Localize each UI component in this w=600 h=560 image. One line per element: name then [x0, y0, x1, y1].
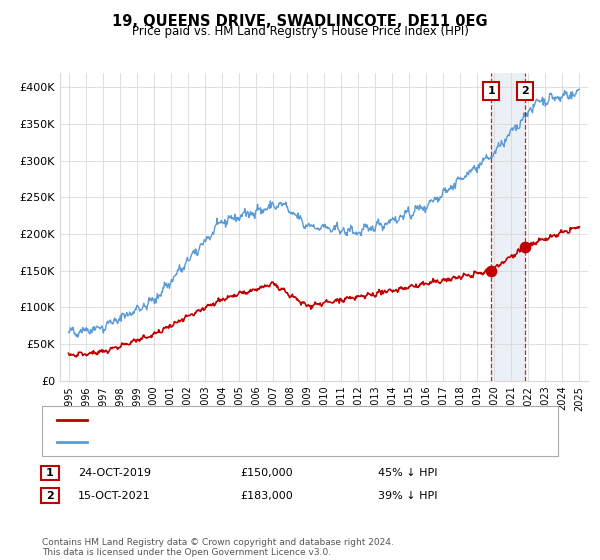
Bar	[491, 73, 525, 381]
Text: 19, QUEENS DRIVE, SWADLINCOTE, DE11 0EG (detached house): 19, QUEENS DRIVE, SWADLINCOTE, DE11 0EG …	[93, 415, 427, 425]
Text: 15-OCT-2021: 15-OCT-2021	[78, 491, 151, 501]
Text: HPI: Average price, detached house, South Derbyshire: HPI: Average price, detached house, Sout…	[93, 437, 377, 447]
Text: 1: 1	[487, 86, 495, 96]
Text: 2: 2	[521, 86, 529, 96]
Point	[487, 267, 496, 276]
Text: 39% ↓ HPI: 39% ↓ HPI	[378, 491, 437, 501]
Text: £150,000: £150,000	[240, 468, 293, 478]
Text: £183,000: £183,000	[240, 491, 293, 501]
Text: Contains HM Land Registry data © Crown copyright and database right 2024.
This d: Contains HM Land Registry data © Crown c…	[42, 538, 394, 557]
Text: 19, QUEENS DRIVE, SWADLINCOTE, DE11 0EG: 19, QUEENS DRIVE, SWADLINCOTE, DE11 0EG	[112, 14, 488, 29]
Point	[520, 242, 530, 251]
Text: 2: 2	[46, 491, 53, 501]
Text: Price paid vs. HM Land Registry's House Price Index (HPI): Price paid vs. HM Land Registry's House …	[131, 25, 469, 38]
Text: 45% ↓ HPI: 45% ↓ HPI	[378, 468, 437, 478]
Text: 1: 1	[46, 468, 53, 478]
Text: 24-OCT-2019: 24-OCT-2019	[78, 468, 151, 478]
